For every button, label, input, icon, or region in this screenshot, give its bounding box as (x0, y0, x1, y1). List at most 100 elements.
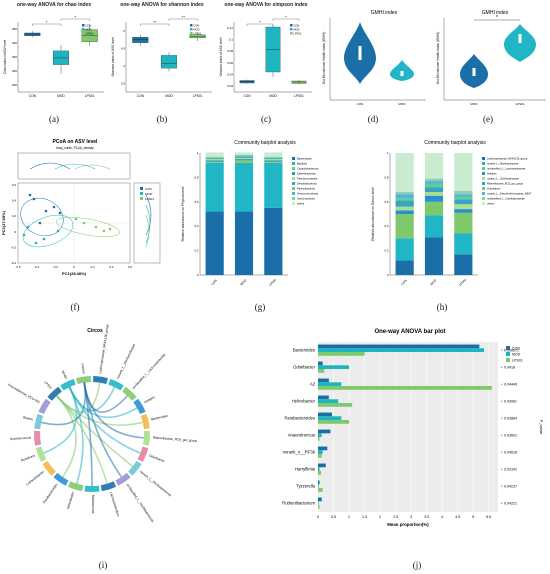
panel-h-bar-segment (424, 181, 444, 184)
circos-segment (34, 413, 44, 430)
pcoa-point-con (58, 211, 62, 215)
panel-a-ytick: 450 (12, 27, 17, 31)
panel-j-bar-mod (318, 450, 323, 455)
panel-g-bar-segment (264, 157, 283, 159)
panel-j-category-label: Helicobacter (292, 399, 316, 404)
panel-c-sig-1: * (259, 20, 261, 25)
panel-g-legend-swatch (292, 202, 295, 205)
panel-j-bar-con (318, 480, 320, 485)
panel-f-legend-lps: LPS01 (145, 197, 154, 201)
panel-j-pvalue: 0.0418 (504, 366, 515, 370)
panel-j-bar-con (318, 378, 329, 383)
panel-g-legend-swatch (292, 172, 295, 175)
density-top-mod (54, 163, 96, 170)
panel-j-bar-con (318, 463, 326, 468)
panel-h-legend-swatch (482, 192, 485, 195)
panel-f-title: PCoA on ASV level (53, 139, 99, 145)
panel-j-xtick: 2.5 (393, 515, 398, 519)
circos-segment (67, 481, 84, 492)
panel-h-bar-segment (395, 210, 414, 214)
panel-h-legend-label: Odoribacter (487, 187, 501, 191)
panel-j-bar-con (318, 395, 329, 400)
circos-segment (122, 386, 137, 401)
panel-a-title: one-way ANOVA for chao index (16, 2, 92, 8)
panel-c-xtick: CON (243, 94, 251, 98)
panel-h-bar-segment (454, 153, 473, 191)
panel-j-xtick: 3.5 (424, 515, 429, 519)
circos-label: norank_f__Muribaculaceae (116, 343, 136, 380)
panel-g-bar-segment (234, 156, 254, 157)
circos-segment (140, 413, 150, 430)
panel-h-ytick: 0.2 (384, 249, 389, 253)
panel-j-star: * (501, 383, 503, 387)
panel-f-xlabel: PC1(28.48%) (62, 271, 87, 276)
panel-b-title: one-way ANOVA for shannon index (120, 2, 204, 8)
panel-g-bar-segment (264, 156, 283, 158)
panel-j-category-label: norank_o__RF39 (283, 450, 316, 455)
panel-c-ytick: 0.06 (227, 61, 233, 65)
panel-j-bar-mod (318, 501, 319, 506)
panel-c-ytick: 0.04 (227, 73, 233, 77)
panel-g-legend-swatch (292, 157, 295, 160)
panel-j-bar-lps01 (318, 454, 322, 458)
panel-b-label: (b) (156, 114, 168, 124)
circos-label: LPS01 (43, 380, 53, 390)
panel-g-bar-segment (264, 207, 283, 275)
panel-h-bar-segment (424, 178, 444, 182)
circos-link (68, 386, 141, 454)
panel-j-legend-label: LPS01 (512, 359, 523, 363)
panel-j-bar-lps01 (318, 471, 322, 475)
panel-c-xtick: LPS01 (294, 94, 304, 98)
panel-f-legend-con: CON (145, 187, 152, 191)
violin-mod (390, 60, 414, 81)
pcoa-point-mod (34, 241, 38, 245)
panel-h-bar-segment (454, 199, 473, 205)
panel-f-subtitle: bray_curtis, PCoA_density (56, 146, 94, 150)
panel-j-star: * (501, 366, 503, 370)
pcoa-point-mod (56, 229, 60, 233)
violin-mod-e-box (472, 68, 476, 76)
circos-label: Ruminococcus (10, 436, 32, 442)
panel-j-bar-con (318, 361, 323, 366)
panel-e-label: (e) (483, 114, 493, 124)
circos-link (43, 386, 78, 454)
circos-label: Model (61, 370, 68, 380)
pcoa-point-mod (22, 233, 26, 237)
panel-g-legend-label: Campylobacterota (297, 167, 319, 171)
panel-h-bar-segment (395, 192, 414, 195)
circos-label: Prevotellaceae_UCG-001 (7, 383, 41, 405)
panel-j-pvalue: 0.03864 (504, 417, 517, 421)
panel-j-legend-swatch (506, 346, 510, 350)
panel-e-title: GMHI index (482, 10, 509, 16)
panel-g-legend-label: Pseudomonadota (297, 177, 318, 181)
pcoa-point-con (28, 193, 32, 197)
panel-g-bar-segment (205, 162, 224, 212)
panel-h-legend-swatch (482, 187, 485, 190)
panel-a-sig-1: * (46, 20, 48, 25)
panel-g-bar-segment (234, 154, 254, 156)
circos-label: Blautia (23, 415, 34, 421)
panel-i-title: Circos (87, 328, 103, 334)
panel-g-ytick: 1 (197, 151, 199, 155)
panel-c-box-lps01 (291, 80, 307, 84)
circos-link (83, 382, 93, 487)
circos-segment (93, 376, 108, 385)
circos-segment (108, 378, 124, 391)
panel-d-label: (d) (367, 114, 379, 124)
circos-segment (34, 430, 42, 446)
circos-segment (60, 378, 76, 391)
panel-b-xtick: LPS01 (193, 94, 203, 98)
pcoa-point-lps01 (82, 221, 86, 225)
panel-h-legend-label: norank_f__Desulfovibrionaceae_AB07 (487, 192, 532, 196)
panel-g-bar-segment (205, 158, 224, 160)
circos-label: Roseburia (21, 453, 36, 462)
panel-j-star: * (501, 434, 503, 438)
panel-a-chart: Chao index of ASV level 250 300 350 400 450 CO… (3, 15, 104, 98)
panel-a-xtick: CON (29, 94, 37, 98)
pcoa-point-mod (42, 237, 46, 241)
panel-i-chart: Circos Lachnospiraceae_NK4A136_group nora… (7, 324, 197, 523)
panel-e-sig: * (496, 15, 498, 21)
panel-a-legend-swatch (82, 28, 85, 31)
circos-segment (35, 446, 47, 462)
